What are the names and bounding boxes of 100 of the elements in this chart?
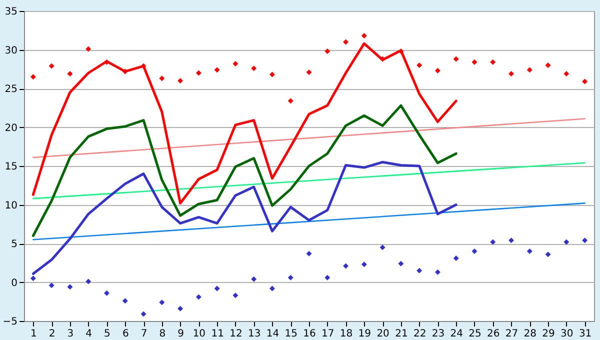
y-tick-label: 10 bbox=[4, 200, 18, 212]
x-tick-label: 21 bbox=[395, 328, 408, 340]
point bbox=[490, 239, 496, 245]
y-tick-label: 30 bbox=[4, 45, 18, 56]
point bbox=[416, 62, 422, 68]
point bbox=[582, 238, 588, 244]
point bbox=[288, 98, 294, 104]
line-series bbox=[32, 42, 458, 204]
point bbox=[526, 248, 532, 254]
point bbox=[306, 250, 312, 256]
x-tick-label: 23 bbox=[432, 328, 445, 340]
x-tick-label: 8 bbox=[159, 328, 166, 340]
x-tick-label: 19 bbox=[358, 328, 372, 340]
point bbox=[30, 74, 36, 80]
point bbox=[251, 66, 257, 72]
x-tick-label: 22 bbox=[413, 328, 426, 340]
point bbox=[67, 284, 73, 290]
y-tick-label: 35 bbox=[4, 6, 18, 18]
x-tick-label: 13 bbox=[248, 328, 261, 340]
x-tick-label: 2 bbox=[48, 328, 56, 340]
point bbox=[214, 286, 220, 292]
point bbox=[232, 60, 238, 66]
x-tick-label: 3 bbox=[67, 328, 74, 340]
point bbox=[48, 282, 54, 288]
x-tick-label: 14 bbox=[266, 328, 280, 340]
point bbox=[86, 278, 92, 284]
point bbox=[508, 238, 514, 244]
point bbox=[122, 68, 128, 74]
x-tick-label: 7 bbox=[140, 328, 148, 340]
point bbox=[30, 276, 36, 282]
point bbox=[214, 67, 220, 73]
point bbox=[104, 290, 110, 296]
point bbox=[545, 62, 551, 68]
y-tick-label: 5 bbox=[11, 239, 18, 250]
point bbox=[361, 33, 367, 39]
point bbox=[306, 69, 312, 75]
x-tick-label: 30 bbox=[560, 328, 574, 340]
point bbox=[67, 71, 73, 77]
y-tick-label: 0 bbox=[11, 278, 18, 289]
point bbox=[159, 300, 165, 306]
x-tick-label: 16 bbox=[303, 328, 316, 340]
point bbox=[582, 78, 588, 84]
x-tick-label: 11 bbox=[211, 328, 224, 340]
x-tick-label: 5 bbox=[104, 328, 110, 340]
point bbox=[122, 298, 128, 304]
x-tick-label: 29 bbox=[542, 328, 555, 340]
point bbox=[86, 46, 92, 52]
x-tick-label: 18 bbox=[340, 328, 353, 340]
point bbox=[269, 72, 275, 78]
point bbox=[490, 59, 496, 65]
point bbox=[140, 311, 146, 317]
point bbox=[196, 294, 202, 300]
point bbox=[472, 59, 478, 65]
point bbox=[324, 274, 330, 280]
point bbox=[380, 244, 386, 250]
point bbox=[545, 252, 551, 258]
point bbox=[343, 39, 349, 45]
point bbox=[140, 63, 146, 69]
point bbox=[564, 71, 570, 77]
point bbox=[159, 76, 165, 82]
x-tick-label: 10 bbox=[192, 328, 206, 340]
x-tick-label: 27 bbox=[505, 328, 518, 340]
point bbox=[324, 48, 330, 54]
point bbox=[434, 269, 440, 275]
point bbox=[178, 78, 184, 84]
x-tick-label: 1 bbox=[30, 328, 37, 340]
point bbox=[269, 286, 275, 292]
point bbox=[232, 292, 238, 298]
point bbox=[453, 56, 459, 62]
y-tick-label: 20 bbox=[4, 122, 18, 134]
point bbox=[472, 248, 478, 254]
x-tick-label: 26 bbox=[487, 328, 500, 340]
point bbox=[48, 63, 54, 69]
point bbox=[196, 70, 202, 76]
point bbox=[343, 263, 349, 269]
x-tick-label: 6 bbox=[122, 328, 129, 340]
point bbox=[361, 262, 367, 268]
x-tick-label: 4 bbox=[86, 328, 92, 340]
point bbox=[526, 67, 532, 73]
x-tick-label: 15 bbox=[284, 328, 298, 340]
point bbox=[416, 268, 422, 274]
x-tick-label: 9 bbox=[178, 328, 184, 340]
point bbox=[178, 306, 184, 312]
y-tick-label: 25 bbox=[4, 84, 18, 95]
x-tick-label: 24 bbox=[450, 328, 463, 340]
point bbox=[398, 260, 404, 266]
point bbox=[104, 59, 110, 65]
x-tick-label: 17 bbox=[322, 328, 334, 340]
x-tick-label: 12 bbox=[230, 328, 242, 340]
point bbox=[434, 68, 440, 74]
point bbox=[288, 274, 294, 280]
x-tick-label: 25 bbox=[468, 328, 482, 340]
x-tick-label: 31 bbox=[578, 328, 592, 340]
x-tick-label: 28 bbox=[524, 328, 537, 340]
point bbox=[453, 255, 459, 261]
point bbox=[508, 71, 514, 77]
point bbox=[564, 239, 570, 245]
x-tick-label: 20 bbox=[376, 328, 390, 340]
y-tick-label: 15 bbox=[4, 162, 18, 172]
line-series bbox=[32, 104, 458, 237]
